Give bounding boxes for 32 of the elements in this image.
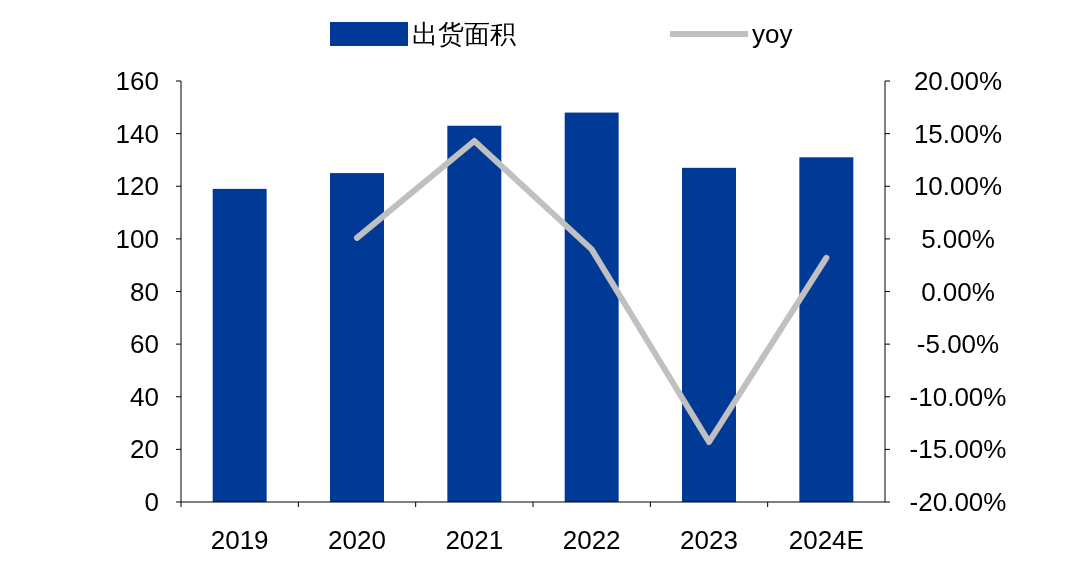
bar — [330, 173, 384, 502]
y2-tick-label: 20.00% — [913, 66, 1003, 96]
y-tick-label: 20 — [130, 434, 159, 465]
x-tick-label: 2022 — [562, 525, 621, 555]
y2-tick-label: 5.00% — [921, 223, 995, 254]
y2-tick-label: 10.00% — [913, 171, 1003, 202]
y-tick-label: 160 — [115, 66, 159, 96]
y-tick-label: 120 — [115, 171, 159, 202]
legend-label: yoy — [752, 19, 793, 49]
legend-label: 出货面积 — [412, 19, 516, 49]
y2-tick-label: 0.00% — [921, 276, 995, 307]
bar — [447, 125, 502, 502]
x-tick-label: 2024E — [788, 525, 864, 555]
y-tick-label: 40 — [130, 381, 159, 412]
y-tick-label: 80 — [130, 276, 159, 307]
bar — [212, 188, 267, 502]
y2-tick-label: -10.00% — [909, 381, 1007, 412]
y-tick-label: 0 — [144, 487, 159, 517]
y2-tick-label: 15.00% — [913, 118, 1003, 149]
x-tick-label: 2019 — [210, 525, 269, 555]
x-tick-label: 2021 — [445, 525, 504, 555]
x-tick-label: 2020 — [328, 525, 386, 555]
x-tick-label: 2023 — [680, 525, 738, 555]
y2-tick-label: -5.00% — [916, 329, 1000, 360]
bar — [682, 167, 736, 502]
y2-tick-label: -15.00% — [909, 434, 1007, 465]
y-tick-label: 60 — [130, 329, 159, 360]
bar — [564, 112, 619, 502]
y-tick-label: 140 — [115, 118, 159, 149]
y2-tick-label: -20.00% — [909, 487, 1007, 517]
bar — [799, 157, 854, 502]
y-tick-label: 100 — [115, 223, 159, 254]
